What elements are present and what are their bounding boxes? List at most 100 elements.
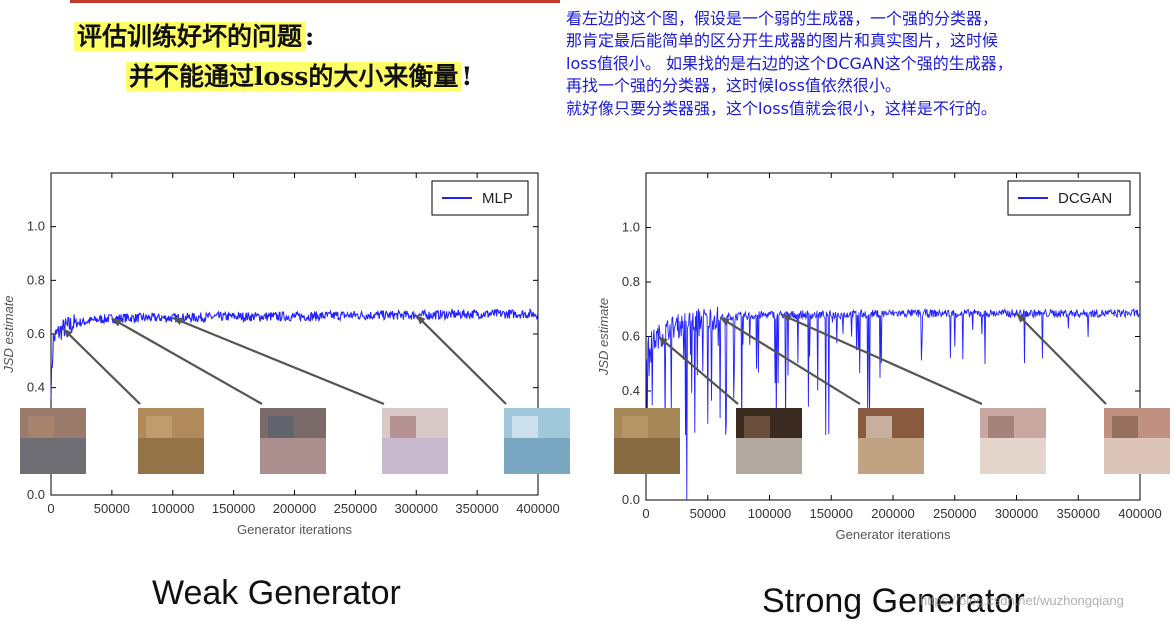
y-tick-label: 1.0 [622, 220, 640, 235]
annotation-arrowhead [1016, 313, 1026, 323]
series-line-dcgan [645, 306, 1141, 501]
note-line: 看左边的这个图，假设是一个弱的生成器，一个强的分类器， [566, 9, 999, 28]
thumbnail-patch [744, 416, 770, 438]
annotation-arrow [657, 335, 739, 405]
y-tick-label: 0.6 [27, 326, 45, 341]
y-axis-label: JSD estimate [1, 295, 16, 373]
thumbnail-patch [512, 416, 538, 438]
annotation-arrow [172, 316, 385, 406]
thumbnail-layer [858, 438, 924, 474]
annotation-arrowhead [781, 314, 792, 323]
sample-thumbnail [980, 408, 1046, 474]
sample-thumbnail [504, 408, 570, 474]
annotation-arrowhead [658, 336, 668, 346]
thumbnail-layer [980, 438, 1046, 474]
sample-thumbnail [260, 408, 326, 474]
thumbnail-layer [20, 438, 86, 474]
y-axis-label: JSD estimate [596, 298, 611, 376]
annotation-arrow [719, 316, 861, 405]
x-tick-label: 400000 [516, 501, 559, 516]
thumbnail-patch [988, 416, 1014, 438]
sample-thumbnail [138, 408, 204, 474]
sample-thumbnail [382, 408, 448, 474]
x-axis-label: Generator iterations [836, 527, 951, 542]
x-tick-label: 50000 [94, 501, 130, 516]
x-tick-label: 0 [47, 501, 54, 516]
strong-generator-chart: 0.00.20.40.60.81.00500001000001500002000… [596, 172, 1170, 542]
thumbnail-patch [622, 416, 648, 438]
x-axis-label: Generator iterations [237, 522, 352, 537]
heading-line-2-text: 并不能通过loss的大小来衡量 [126, 62, 462, 91]
annotation-arrow [415, 314, 507, 405]
weak-generator-chart: 0.00.20.40.60.81.00500001000001500002000… [1, 172, 570, 537]
y-tick-label: 0.8 [27, 272, 45, 287]
legend-label: MLP [482, 190, 513, 207]
x-tick-label: 300000 [395, 501, 438, 516]
thumbnail-patch [390, 416, 416, 438]
watermark: https://blog.csdn.net/wuzhongqiang [920, 593, 1124, 608]
thumbnail-layer [382, 438, 448, 474]
y-tick-label: 0.8 [622, 274, 640, 289]
x-tick-label: 350000 [1057, 506, 1100, 521]
note-line: 就好像只要分类器强，这个loss值就会很小，这样是不行的。 [566, 98, 997, 118]
thumbnail-patch [866, 416, 892, 438]
annotation-arrowhead [111, 318, 122, 327]
note-line: 那肯定最后能简单的区分开生成器的图片和真实图片，这时候 [566, 31, 999, 51]
explanation-note: 看左边的这个图，假设是一个弱的生成器，一个强的分类器， 那肯定最后能简单的区分开… [566, 8, 1171, 120]
annotation-arrow [62, 327, 141, 405]
thumbnail-patch [1112, 416, 1138, 438]
x-tick-label: 100000 [151, 501, 194, 516]
thumbnail-layer [736, 438, 802, 474]
note-line: loss值很小。 如果找的是右边的这个DCGAN这个强的生成器， [566, 53, 1013, 73]
x-tick-label: 250000 [334, 501, 377, 516]
x-tick-label: 350000 [455, 501, 498, 516]
note-line: 再找一个强的分类器，这时候loss值依然很小。 [566, 76, 901, 96]
y-tick-label: 0.4 [622, 383, 640, 398]
x-tick-label: 200000 [273, 501, 316, 516]
y-tick-label: 1.0 [27, 219, 45, 234]
series-line-mlp [50, 308, 539, 399]
annotation-arrow [1015, 312, 1107, 405]
x-tick-label: 150000 [810, 506, 853, 521]
annotation-arrowhead [416, 315, 426, 325]
sample-thumbnail [614, 408, 680, 474]
thumbnail-layer [260, 438, 326, 474]
top-rule [70, 0, 560, 3]
thumbnail-patch [146, 416, 172, 438]
sample-thumbnail [1104, 408, 1170, 474]
y-tick-label: 0.0 [622, 492, 640, 507]
x-tick-label: 150000 [212, 501, 255, 516]
x-tick-label: 300000 [995, 506, 1038, 521]
annotation-arrowhead [63, 328, 73, 338]
sample-thumbnail [736, 408, 802, 474]
thumbnail-patch [28, 416, 54, 438]
annotation-arrowhead [720, 317, 730, 326]
caption-strong-generator: Strong Generator [762, 582, 1025, 620]
sample-thumbnail [20, 408, 86, 474]
caption-weak-generator: Weak Generator [152, 574, 401, 612]
thumbnail-layer [1104, 438, 1170, 474]
annotation-arrow [111, 317, 263, 405]
heading-line-2: 并不能通过loss的大小来衡量! [126, 62, 472, 92]
heading-line-1-text: 评估训练好坏的问题 [74, 22, 306, 51]
x-tick-label: 50000 [690, 506, 726, 521]
sample-thumbnail [858, 408, 924, 474]
x-tick-label: 250000 [933, 506, 976, 521]
thumbnail-layer [614, 438, 680, 474]
x-tick-label: 200000 [871, 506, 914, 521]
y-tick-label: 0.0 [27, 487, 45, 502]
y-tick-label: 0.4 [27, 380, 45, 395]
heading-line-1-colon: : [305, 22, 315, 51]
y-tick-label: 0.6 [622, 329, 640, 344]
legend-label: DCGAN [1058, 190, 1112, 207]
thumbnail-layer [138, 438, 204, 474]
annotation-arrow [781, 313, 983, 406]
thumbnail-patch [268, 416, 294, 438]
heading-line-2-end: ! [461, 62, 473, 91]
x-tick-label: 0 [642, 506, 649, 521]
annotation-arrowhead [172, 317, 183, 325]
x-tick-label: 100000 [748, 506, 791, 521]
heading-line-1: 评估训练好坏的问题: [74, 22, 314, 52]
x-tick-label: 400000 [1118, 506, 1161, 521]
thumbnail-layer [504, 438, 570, 474]
